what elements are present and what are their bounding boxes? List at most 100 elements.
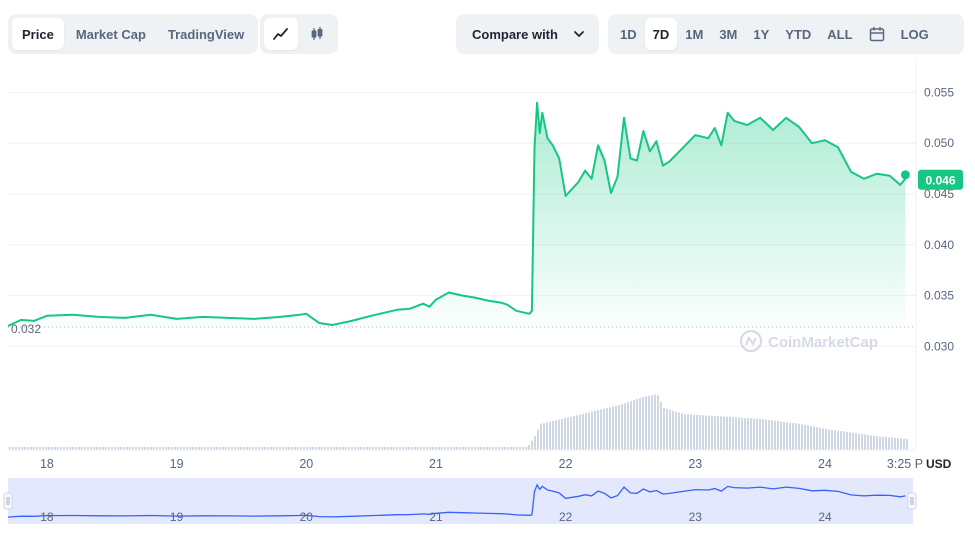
- volume-bar: [873, 435, 875, 450]
- handle-grip: [907, 492, 917, 510]
- tab-market-cap[interactable]: Market Cap: [75, 26, 146, 42]
- volume-bar: [597, 410, 599, 450]
- current-price-dot: [900, 170, 910, 180]
- volume-bar: [105, 446, 107, 450]
- candlestick-chart-button[interactable]: [300, 18, 334, 50]
- volume-bar: [24, 446, 26, 450]
- volume-bar: [495, 446, 497, 450]
- volume-bar: [318, 446, 320, 450]
- y-tick-label: 0.040: [924, 238, 954, 252]
- range-log[interactable]: LOG: [900, 26, 929, 42]
- volume-bar: [387, 446, 389, 450]
- volume-bar: [882, 436, 884, 450]
- volume-bar: [513, 446, 515, 450]
- volume-bar: [408, 446, 410, 450]
- range-3m[interactable]: 3M: [719, 26, 738, 42]
- volume-bar: [516, 446, 518, 450]
- navigator-selection: [8, 478, 913, 524]
- volume-bar: [456, 446, 458, 450]
- volume-bar: [747, 418, 749, 450]
- volume-bar: [306, 446, 308, 450]
- volume-bar: [525, 446, 527, 450]
- volume-bar: [219, 446, 221, 450]
- volume-bar: [114, 446, 116, 450]
- volume-bar: [138, 446, 140, 450]
- volume-bar: [120, 446, 122, 450]
- volume-bar: [321, 446, 323, 450]
- logo-mark: [745, 335, 757, 346]
- volume-bar: [903, 438, 905, 450]
- volume-bar: [705, 415, 707, 450]
- calendar-icon: [869, 27, 884, 42]
- volume-bar: [438, 446, 440, 450]
- navigator-handle-left[interactable]: [3, 492, 13, 510]
- volume-bar: [558, 419, 560, 450]
- volume-bar: [285, 446, 287, 450]
- volume-bar: [453, 446, 455, 450]
- volume-bar: [792, 423, 794, 450]
- volume-bar: [465, 446, 467, 450]
- volume-bar: [579, 414, 581, 450]
- volume-bar: [627, 402, 629, 450]
- volume-bar: [828, 429, 830, 450]
- volume-bar: [354, 446, 356, 450]
- volume-bar: [174, 446, 176, 450]
- volume-bar: [771, 420, 773, 450]
- volume-bar: [522, 446, 524, 450]
- compare-label: Compare with: [472, 26, 558, 42]
- volume-bar: [282, 446, 284, 450]
- volume-bar: [348, 446, 350, 450]
- navigator-handle-right[interactable]: [907, 492, 917, 510]
- volume-bar: [654, 394, 656, 450]
- volume-bar: [630, 401, 632, 450]
- range-1y[interactable]: 1Y: [753, 26, 770, 42]
- volume-bar: [765, 419, 767, 450]
- tab-tradingview[interactable]: TradingView: [167, 26, 245, 42]
- x-tick-label: 19: [170, 457, 184, 471]
- range-navigator[interactable]: 18 19 20 21 22 23 24: [0, 476, 920, 528]
- chart-tabs: Price Market Cap TradingView: [8, 14, 259, 54]
- volume-bar: [699, 415, 701, 450]
- volume-bar: [345, 446, 347, 450]
- range-1m[interactable]: 1M: [685, 26, 704, 42]
- volume-bar: [429, 446, 431, 450]
- volume-bar: [297, 446, 299, 450]
- volume-bar: [414, 446, 416, 450]
- volume-bar: [231, 446, 233, 450]
- volume-bar: [336, 446, 338, 450]
- volume-bar: [750, 418, 752, 450]
- volume-bar: [36, 446, 38, 450]
- volume-bar: [846, 431, 848, 450]
- volume-bar: [450, 446, 452, 450]
- volume-bar: [840, 431, 842, 450]
- volume-bar: [789, 422, 791, 450]
- volume-bar: [489, 446, 491, 450]
- volume-bar: [225, 446, 227, 450]
- volume-bar: [360, 446, 362, 450]
- volume-bar: [702, 415, 704, 450]
- compare-with-dropdown[interactable]: Compare with: [456, 14, 599, 54]
- volume-bar: [672, 410, 674, 450]
- calendar-button[interactable]: [861, 18, 893, 50]
- volume-bar: [402, 446, 404, 450]
- volume-bar: [393, 446, 395, 450]
- range-ytd[interactable]: YTD: [785, 26, 812, 42]
- volume-bar: [906, 438, 908, 450]
- volume-bar: [72, 446, 74, 450]
- volume-bar: [624, 403, 626, 450]
- range-7d[interactable]: 7D: [644, 18, 678, 50]
- volume-bar: [678, 412, 680, 450]
- volume-bar: [648, 395, 650, 450]
- tab-price[interactable]: Price: [12, 18, 64, 50]
- line-chart-button[interactable]: [264, 18, 298, 50]
- volume-bar: [57, 446, 59, 450]
- volume-bar: [753, 418, 755, 450]
- volume-bar: [780, 421, 782, 450]
- volume-bar: [729, 417, 731, 450]
- volume-bar: [420, 446, 422, 450]
- volume-bar: [603, 408, 605, 450]
- volume-bar: [366, 446, 368, 450]
- range-all[interactable]: ALL: [827, 26, 853, 42]
- range-1d[interactable]: 1D: [620, 26, 637, 42]
- navigator-tick-label: 20: [300, 510, 314, 524]
